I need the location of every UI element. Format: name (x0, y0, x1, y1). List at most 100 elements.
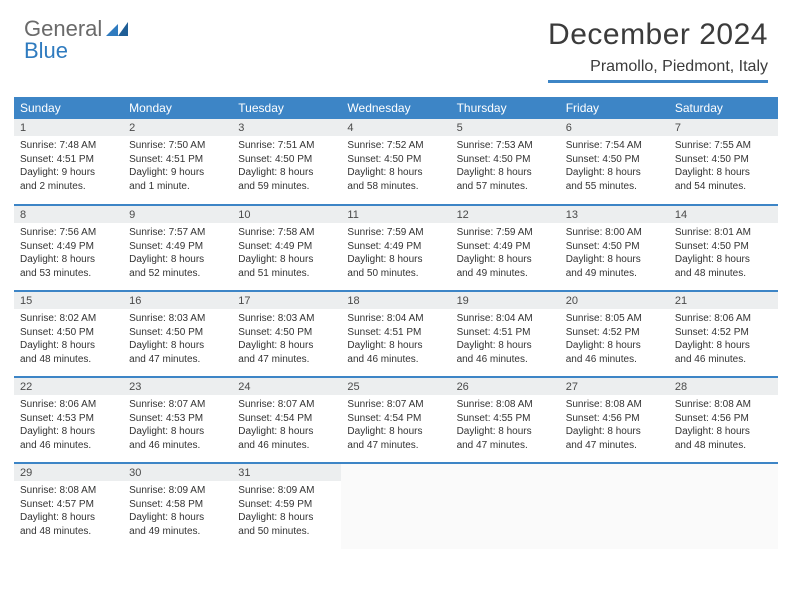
calendar-cell: 31Sunrise: 8:09 AMSunset: 4:59 PMDayligh… (232, 463, 341, 549)
sunset-text: Sunset: 4:56 PM (675, 412, 772, 426)
calendar-cell: 5Sunrise: 7:53 AMSunset: 4:50 PMDaylight… (451, 119, 560, 205)
calendar-cell: 10Sunrise: 7:58 AMSunset: 4:49 PMDayligh… (232, 205, 341, 291)
sunrise-text: Sunrise: 8:05 AM (566, 312, 663, 326)
daylight-text: and 46 minutes. (347, 353, 444, 367)
daylight-text: Daylight: 8 hours (457, 253, 554, 267)
calendar-cell: 22Sunrise: 8:06 AMSunset: 4:53 PMDayligh… (14, 377, 123, 463)
day-content: Sunrise: 7:59 AMSunset: 4:49 PMDaylight:… (341, 223, 450, 284)
sunrise-text: Sunrise: 7:48 AM (20, 139, 117, 153)
daylight-text: and 47 minutes. (566, 439, 663, 453)
weekday-header-row: Sunday Monday Tuesday Wednesday Thursday… (14, 97, 778, 119)
sunrise-text: Sunrise: 7:57 AM (129, 226, 226, 240)
weekday-header: Friday (560, 97, 669, 119)
day-content: Sunrise: 8:02 AMSunset: 4:50 PMDaylight:… (14, 309, 123, 370)
sunset-text: Sunset: 4:49 PM (457, 240, 554, 254)
sunrise-text: Sunrise: 7:56 AM (20, 226, 117, 240)
sunset-text: Sunset: 4:50 PM (566, 153, 663, 167)
day-content: Sunrise: 8:09 AMSunset: 4:58 PMDaylight:… (123, 481, 232, 542)
sunset-text: Sunset: 4:49 PM (347, 240, 444, 254)
calendar-cell: 14 Sunrise: 8:01 AMSunset: 4:50 PMDayligh… (669, 205, 778, 291)
calendar-week-row: 15Sunrise: 8:02 AMSunset: 4:50 PMDayligh… (14, 291, 778, 377)
daylight-text: and 1 minute. (129, 180, 226, 194)
sunset-text: Sunset: 4:50 PM (675, 240, 772, 254)
day-number: 14 (669, 206, 778, 223)
sunrise-text: Sunrise: 8:01 AM (675, 226, 772, 240)
daylight-text: Daylight: 8 hours (457, 166, 554, 180)
day-number: 27 (560, 378, 669, 395)
day-number: 16 (123, 292, 232, 309)
sunrise-text: Sunrise: 8:04 AM (347, 312, 444, 326)
daylight-text: and 47 minutes. (238, 353, 335, 367)
day-number: 7 (669, 119, 778, 136)
sunset-text: Sunset: 4:50 PM (20, 326, 117, 340)
day-content: Sunrise: 7:48 AMSunset: 4:51 PMDaylight:… (14, 136, 123, 197)
calendar-cell (669, 463, 778, 549)
daylight-text: Daylight: 8 hours (129, 253, 226, 267)
daylight-text: Daylight: 8 hours (238, 339, 335, 353)
calendar-cell: 1Sunrise: 7:48 AMSunset: 4:51 PMDaylight… (14, 119, 123, 205)
daylight-text: Daylight: 8 hours (129, 511, 226, 525)
sunrise-text: Sunrise: 7:54 AM (566, 139, 663, 153)
sunset-text: Sunset: 4:49 PM (129, 240, 226, 254)
day-content: Sunrise: 7:54 AMSunset: 4:50 PMDaylight:… (560, 136, 669, 197)
calendar-week-row: 1Sunrise: 7:48 AMSunset: 4:51 PMDaylight… (14, 119, 778, 205)
sunset-text: Sunset: 4:50 PM (675, 153, 772, 167)
calendar-cell: 12Sunrise: 7:59 AMSunset: 4:49 PMDayligh… (451, 205, 560, 291)
day-content: Sunrise: 7:53 AMSunset: 4:50 PMDaylight:… (451, 136, 560, 197)
day-number: 24 (232, 378, 341, 395)
day-content: Sunrise: 7:55 AMSunset: 4:50 PMDaylight:… (669, 136, 778, 197)
daylight-text: Daylight: 8 hours (457, 339, 554, 353)
day-number: 15 (14, 292, 123, 309)
logo-word-blue: Blue (24, 40, 128, 62)
day-number: 10 (232, 206, 341, 223)
sunrise-text: Sunrise: 7:51 AM (238, 139, 335, 153)
calendar-cell: 20Sunrise: 8:05 AMSunset: 4:52 PMDayligh… (560, 291, 669, 377)
daylight-text: and 48 minutes. (20, 353, 117, 367)
daylight-text: and 54 minutes. (675, 180, 772, 194)
location-subtitle: Pramollo, Piedmont, Italy (548, 58, 768, 83)
daylight-text: Daylight: 8 hours (238, 511, 335, 525)
daylight-text: and 46 minutes. (20, 439, 117, 453)
sunset-text: Sunset: 4:51 PM (20, 153, 117, 167)
sunrise-text: Sunrise: 8:03 AM (238, 312, 335, 326)
sunset-text: Sunset: 4:50 PM (457, 153, 554, 167)
daylight-text: and 52 minutes. (129, 267, 226, 281)
page-header: General Blue December 2024 Pramollo, Pie… (0, 0, 792, 91)
sunrise-text: Sunrise: 8:04 AM (457, 312, 554, 326)
day-content: Sunrise: 7:56 AMSunset: 4:49 PMDaylight:… (14, 223, 123, 284)
daylight-text: Daylight: 8 hours (566, 166, 663, 180)
daylight-text: and 58 minutes. (347, 180, 444, 194)
sunset-text: Sunset: 4:56 PM (566, 412, 663, 426)
daylight-text: Daylight: 8 hours (675, 339, 772, 353)
sunset-text: Sunset: 4:52 PM (675, 326, 772, 340)
daylight-text: Daylight: 8 hours (20, 253, 117, 267)
calendar-cell: 25Sunrise: 8:07 AMSunset: 4:54 PMDayligh… (341, 377, 450, 463)
weekday-header: Wednesday (341, 97, 450, 119)
sunrise-text: Sunrise: 7:58 AM (238, 226, 335, 240)
day-number: 20 (560, 292, 669, 309)
sunset-text: Sunset: 4:57 PM (20, 498, 117, 512)
calendar-cell: 4Sunrise: 7:52 AMSunset: 4:50 PMDaylight… (341, 119, 450, 205)
sunrise-text: Sunrise: 8:09 AM (238, 484, 335, 498)
day-content: Sunrise: 8:06 AMSunset: 4:53 PMDaylight:… (14, 395, 123, 456)
sunset-text: Sunset: 4:49 PM (238, 240, 335, 254)
daylight-text: and 49 minutes. (457, 267, 554, 281)
daylight-text: and 47 minutes. (347, 439, 444, 453)
daylight-text: Daylight: 9 hours (20, 166, 117, 180)
page-title: December 2024 (548, 18, 768, 52)
day-content: Sunrise: 8:08 AMSunset: 4:57 PMDaylight:… (14, 481, 123, 542)
calendar-cell: 11Sunrise: 7:59 AMSunset: 4:49 PMDayligh… (341, 205, 450, 291)
sunrise-text: Sunrise: 8:08 AM (675, 398, 772, 412)
calendar-cell: 17Sunrise: 8:03 AMSunset: 4:50 PMDayligh… (232, 291, 341, 377)
day-number: 6 (560, 119, 669, 136)
sunrise-text: Sunrise: 8:06 AM (20, 398, 117, 412)
daylight-text: and 48 minutes. (675, 439, 772, 453)
calendar-cell: 15Sunrise: 8:02 AMSunset: 4:50 PMDayligh… (14, 291, 123, 377)
calendar-cell: 23Sunrise: 8:07 AMSunset: 4:53 PMDayligh… (123, 377, 232, 463)
daylight-text: Daylight: 8 hours (675, 425, 772, 439)
daylight-text: Daylight: 8 hours (347, 339, 444, 353)
daylight-text: Daylight: 8 hours (675, 253, 772, 267)
calendar-cell (341, 463, 450, 549)
day-number: 18 (341, 292, 450, 309)
daylight-text: Daylight: 8 hours (238, 166, 335, 180)
